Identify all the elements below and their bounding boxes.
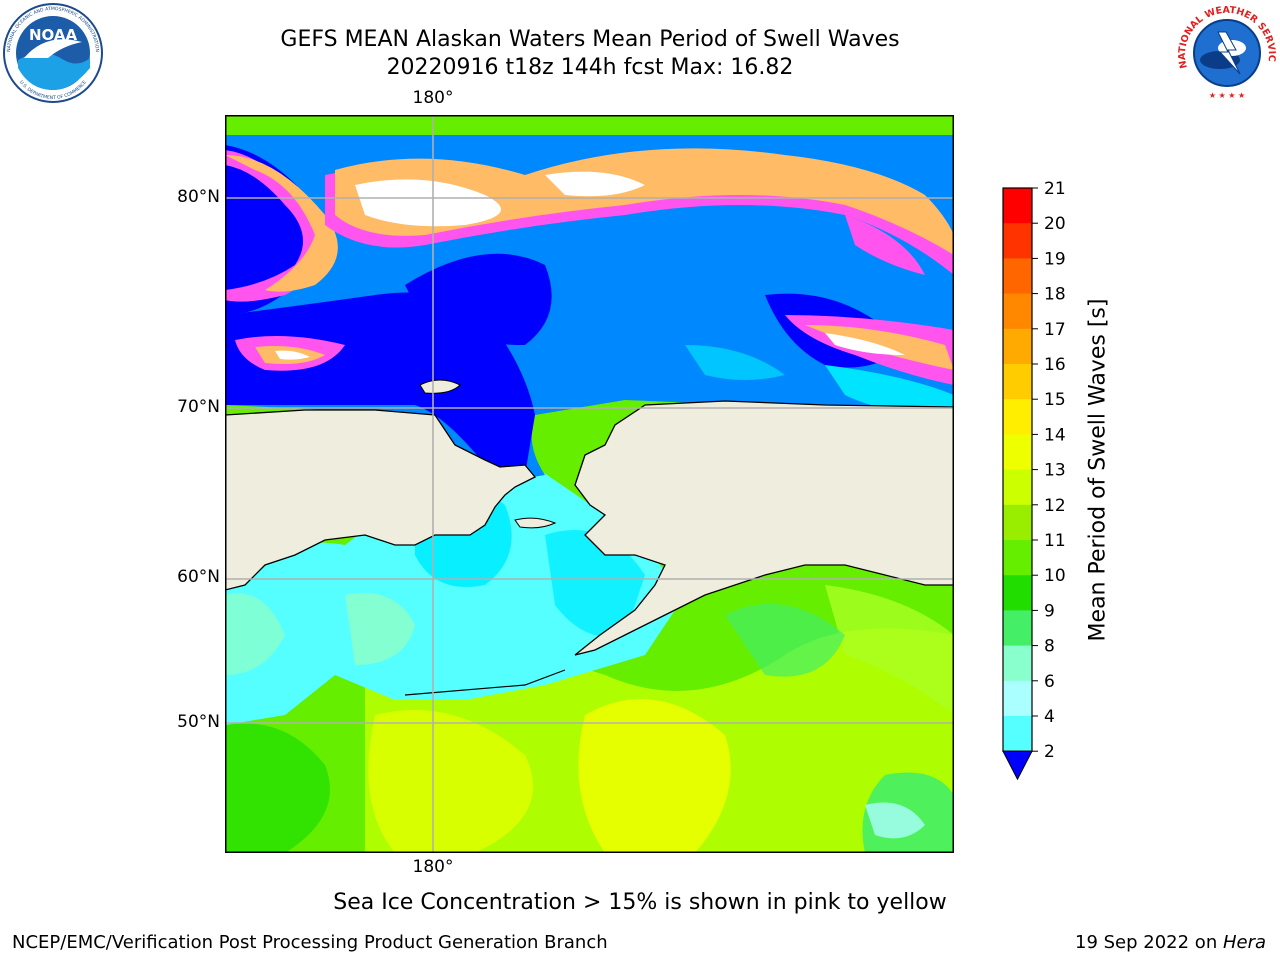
lat-label-60n: 60°N [177,567,220,587]
map-title: GEFS MEAN Alaskan Waters Mean Period of … [280,27,900,52]
land-alaska [574,400,954,656]
colorbar-tick-label: 13 [1044,461,1066,481]
colorbar-tick-label: 12 [1044,496,1066,516]
colorbar-band [1003,293,1032,330]
colorbar-band [1003,540,1032,576]
colorbar-tick-label: 15 [1044,390,1066,410]
colorbar-tick-label: 4 [1044,707,1055,727]
colorbar-tick-label: 21 [1044,180,1066,199]
colorbar-tick-label: 19 [1044,249,1066,269]
colorbar-band [1003,223,1032,259]
footer-host: Hera [1222,932,1266,953]
bering-sea [225,460,685,725]
colorbar-band [1003,258,1032,295]
colorbar-band [1003,645,1032,682]
colorbar-tick-label: 2 [1044,742,1055,762]
noaa-text: NOAA [29,26,78,44]
colorbar-band [1003,364,1032,400]
nws-logo-icon: NATIONAL WEATHER SERVICE ★ ★ ★ ★ [1176,2,1277,102]
colorbar-tick-label: 10 [1044,566,1066,586]
colorbar-band [1003,188,1032,224]
footer-date: 19 Sep 2022 on Hera [1075,932,1266,953]
colorbar-tick-label: 20 [1044,214,1066,234]
svg-text:★ ★ ★ ★: ★ ★ ★ ★ [1209,91,1245,100]
noaa-logo-icon: NOAA NATIONAL OCEANIC AND ATMOSPHERIC AD… [3,3,103,103]
colorbar-tick-label: 11 [1044,531,1066,551]
lat-label-80n: 80°N [177,187,220,207]
colorbar-extend-triangle [1002,750,1033,781]
colorbar-tick-label: 18 [1044,285,1066,305]
colorbar-band [1003,434,1032,471]
map-border [225,115,954,853]
lon-label-bottom: 180° [412,857,454,877]
colorbar-tick-label: 6 [1044,672,1055,692]
lat-label-70n: 70°N [177,397,220,417]
colorbar-tick-label: 17 [1044,320,1066,340]
sea-ice-note: Sea Ice Concentration > 15% is shown in … [333,890,947,915]
colorbar-tick-label: 14 [1044,425,1066,445]
colorbar-band [1003,469,1032,506]
colorbar-band [1003,328,1032,365]
land-russia [225,409,537,591]
colorbar-band [1003,680,1032,717]
colorbar-tick-label: 9 [1044,601,1055,621]
colorbar: 21 20 19 18 17 16 15 14 13 12 11 10 9 8 6 4 2 [1002,180,1066,781]
colorbar-band [1003,610,1032,647]
map-subtitle: 20220916 t18z 144h fcst Max: 16.82 [386,55,794,80]
swell-period-map [225,115,954,853]
lat-label-50n: 50°N [177,712,220,732]
colorbar-tick-label: 8 [1044,637,1055,657]
lon-label-top: 180° [412,88,454,108]
colorbar-band [1003,575,1032,611]
colorbar-band [1003,716,1032,752]
colorbar-tick-label: 16 [1044,355,1066,375]
colorbar-band [1003,399,1032,435]
footer-credit: NCEP/EMC/Verification Post Processing Pr… [12,932,608,953]
colorbar-band [1003,504,1032,541]
